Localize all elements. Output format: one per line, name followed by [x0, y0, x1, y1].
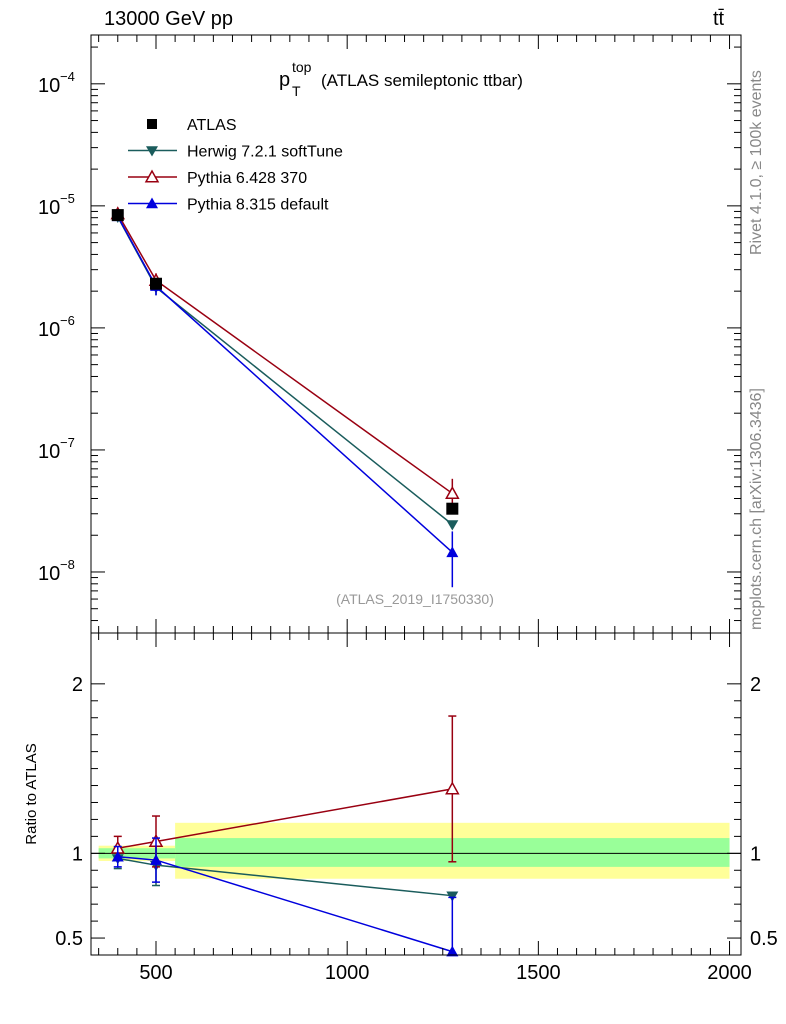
- main-line-herwig-7-2-1-softtune: [117, 216, 453, 526]
- ratio-ytick-label-l-0: 0.5: [55, 928, 83, 950]
- x-tick-label-1000: 1000: [325, 962, 370, 984]
- legend-marker-herwig-7-2-1-softtune: [146, 146, 158, 157]
- chart-title-sup: top: [292, 59, 312, 75]
- main-point-atlas-0: [111, 209, 124, 222]
- ratio-ytick-label-r-2: 2: [750, 674, 761, 696]
- ratio-ytick-label-l-2: 2: [72, 674, 83, 696]
- ratio-point-herwig-7-2-1-softtune-2: [446, 891, 459, 902]
- main-ytick-exp-1: −7: [60, 435, 75, 450]
- main-ytick-label-0: 10: [38, 563, 60, 585]
- legend-marker-atlas: [147, 119, 157, 129]
- ratio-point-pythia-6-428-370-2: [445, 781, 460, 795]
- ratio-point-pythia-8-315-default-1: [150, 854, 162, 865]
- process-label: tt̄: [713, 8, 725, 30]
- series-pythia-6-428-370: [110, 206, 460, 868]
- x-tick-label-500: 500: [139, 962, 172, 984]
- legend-marker-pythia-6-428-370: [144, 169, 160, 183]
- main-ytick-label-4: 10: [38, 75, 60, 97]
- collision-label: 13000 GeV pp: [104, 8, 233, 30]
- legend: ATLAS Herwig 7.2.1 softTune Pythia 6.428 3…: [128, 117, 343, 214]
- legend-label-atlas: ATLAS: [187, 117, 237, 134]
- series-herwig-7-2-1-softtune: [111, 212, 459, 902]
- chart-title-sub: T: [292, 83, 301, 99]
- main-point-pythia-8-315-default-2: [446, 546, 459, 558]
- legend-label-herwig-7-2-1-softtune: Herwig 7.2.1 softTune: [187, 144, 343, 161]
- series-layer: [110, 206, 460, 957]
- main-ytick-exp-4: −4: [60, 69, 75, 84]
- main-point-pythia-6-428-370-2: [445, 485, 460, 500]
- ratio-point-pythia-8-315-default-0: [111, 850, 124, 862]
- main-ytick-exp-0: −8: [60, 557, 75, 572]
- axis-ticks: [91, 35, 741, 955]
- chart-title-p: p: [279, 69, 290, 91]
- ratio-ytick-label-r-1: 1: [750, 843, 761, 865]
- legend-marker-pythia-8-315-default: [146, 197, 158, 209]
- ratio-ytick-label-l-1: 1: [72, 843, 83, 865]
- x-tick-label-2000: 2000: [707, 962, 752, 984]
- main-point-atlas-2: [446, 502, 459, 515]
- chart-title-rest: (ATLAS semileptonic ttbar): [321, 71, 523, 90]
- main-ytick-label-1: 10: [38, 441, 60, 463]
- ratio-ytick-label-r-0: 0.5: [750, 928, 778, 950]
- ratio-ylabel: Ratio to ATLAS: [23, 743, 40, 844]
- main-line-pythia-6-428-370: [117, 213, 453, 495]
- main-line-pythia-8-315-default: [117, 216, 453, 553]
- main-ytick-exp-2: −6: [60, 313, 75, 328]
- series-atlas: [111, 209, 459, 515]
- axes-frame: [90, 34, 742, 956]
- main-point-atlas-1: [150, 277, 162, 290]
- rivet-version-label: Rivet 4.1.0, ≥ 100k events: [748, 70, 765, 255]
- main-point-herwig-7-2-1-softtune-2: [446, 520, 459, 531]
- main-ytick-label-2: 10: [38, 319, 60, 341]
- mcplots-reference-label: mcplots.cern.ch [arXiv:1306.3436]: [748, 388, 765, 630]
- analysis-watermark: (ATLAS_2019_I1750330): [336, 591, 494, 607]
- ratio-point-pythia-8-315-default-2: [446, 945, 459, 957]
- main-ytick-label-3: 10: [38, 197, 60, 219]
- legend-label-pythia-8-315-default: Pythia 8.315 default: [187, 197, 329, 214]
- legend-label-pythia-6-428-370: Pythia 6.428 370: [187, 170, 307, 187]
- main-ytick-exp-3: −5: [60, 191, 75, 206]
- x-tick-label-1500: 1500: [516, 962, 561, 984]
- ratio-panel-frame: [90, 632, 742, 956]
